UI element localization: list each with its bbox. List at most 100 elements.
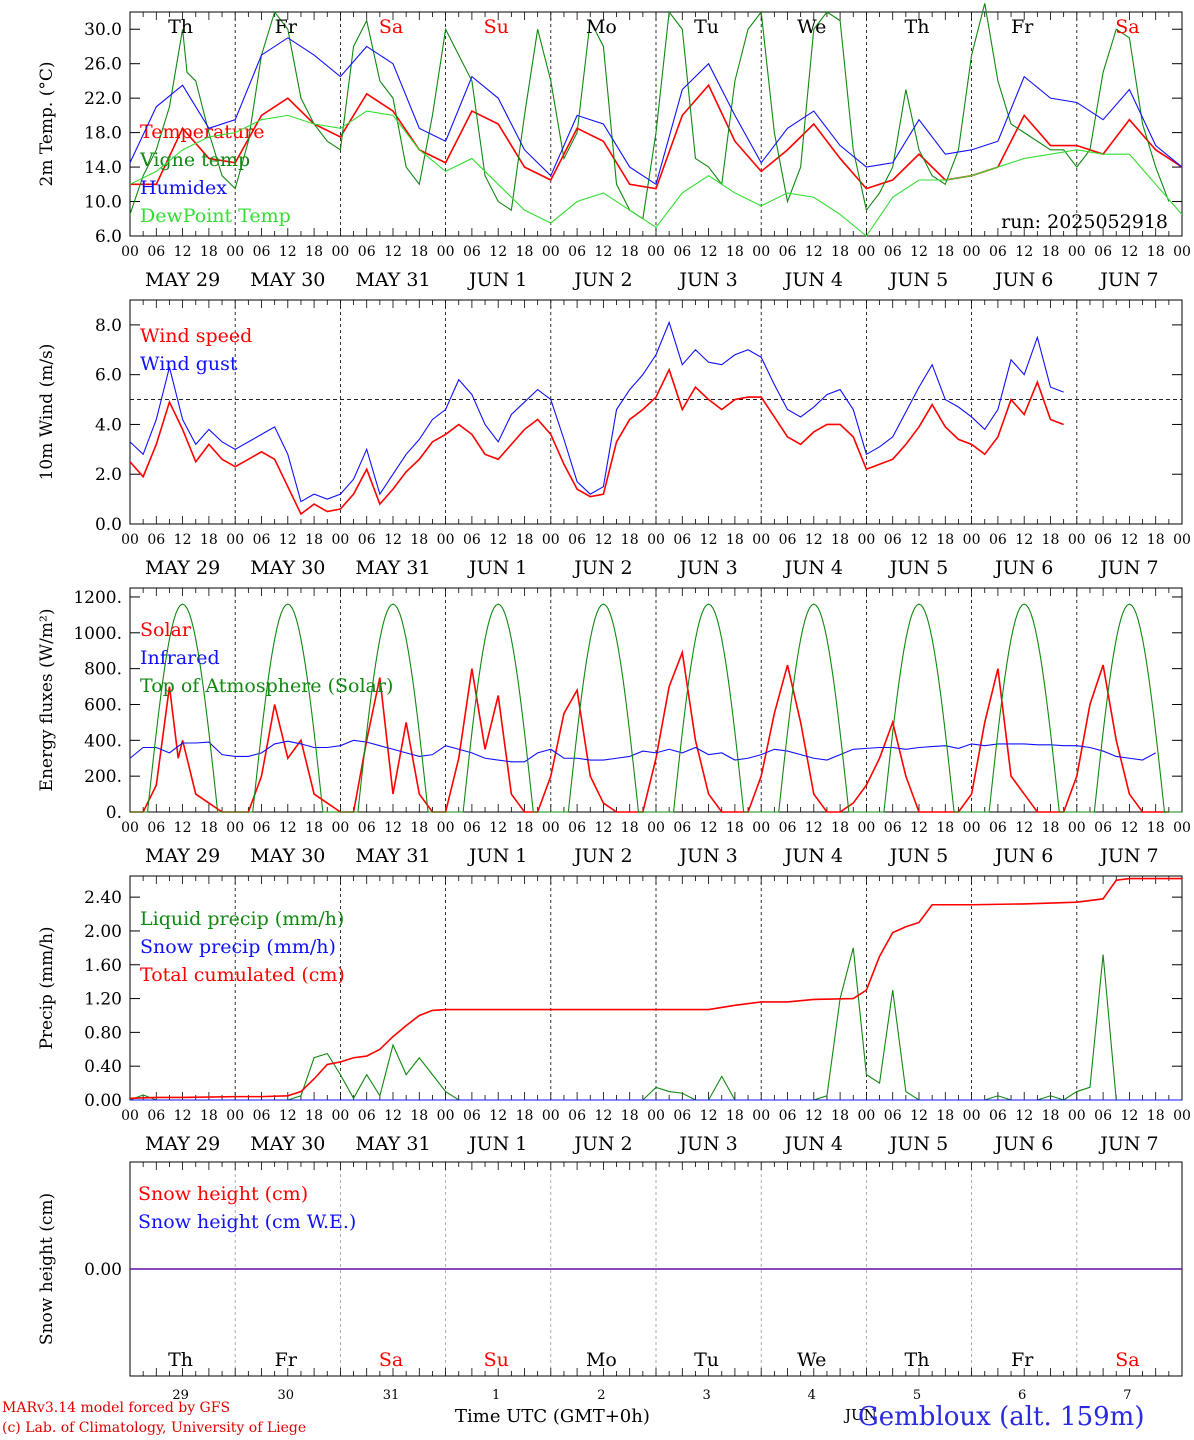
hour-tick-label: 06 [358, 244, 376, 260]
hour-tick-label: 06 [568, 1108, 586, 1124]
hour-tick-label: 12 [700, 532, 718, 548]
hour-tick-label: 00 [647, 244, 665, 260]
hour-tick-label: 00 [437, 244, 455, 260]
panel-frame [129, 299, 1183, 525]
y-tick-label: 0.40 [84, 1057, 122, 1077]
day-number: 3 [702, 1388, 710, 1403]
hour-tick-label: 00 [226, 1108, 244, 1124]
hour-tick-label: 00 [331, 820, 349, 836]
y-tick-label: 200. [84, 767, 122, 787]
hour-tick-label: 12 [910, 244, 928, 260]
hour-tick-label: 00 [226, 820, 244, 836]
series-line-wind-speed [129, 367, 1064, 516]
date-label: MAY 29 [145, 1133, 220, 1155]
hour-tick-label: 00 [121, 1108, 139, 1124]
y-tick-label: 2.0 [95, 465, 122, 485]
hour-tick-label: 18 [621, 532, 639, 548]
hour-tick-label: 06 [673, 532, 691, 548]
day-name-bottom: Sa [379, 1349, 403, 1371]
hour-tick-label: 18 [831, 820, 849, 836]
day-number: 6 [1018, 1388, 1026, 1403]
day-name-top: Su [484, 16, 509, 38]
day-number: 29 [172, 1388, 189, 1403]
date-label: MAY 30 [250, 557, 325, 579]
legend-entry: Liquid precip (mm/h) [140, 908, 344, 930]
y-axis-label: 2m Temp. (°C) [37, 61, 57, 186]
hour-tick-label: 00 [542, 244, 560, 260]
hour-tick-label: 00 [752, 1108, 770, 1124]
y-tick-label: 2.40 [84, 888, 122, 908]
hour-tick-label: 00 [542, 532, 560, 548]
y-tick-label: 6.0 [95, 227, 122, 247]
hour-tick-label: 00 [121, 532, 139, 548]
date-label: JUN 2 [572, 269, 632, 291]
date-label: JUN 3 [677, 557, 737, 579]
day-name-bottom: Fr [1011, 1349, 1034, 1371]
station-title: Gembloux (alt. 159m) [858, 1402, 1145, 1432]
hour-tick-label: 18 [831, 244, 849, 260]
date-label: MAY 30 [250, 1133, 325, 1155]
date-label: MAY 29 [145, 557, 220, 579]
hour-tick-label: 18 [516, 1108, 534, 1124]
day-number: 4 [808, 1388, 816, 1403]
date-label: JUN 6 [993, 845, 1053, 867]
day-name-top: Mo [586, 16, 617, 38]
hour-tick-label: 12 [174, 820, 192, 836]
date-label: MAY 31 [355, 1133, 430, 1155]
date-label: JUN 3 [677, 1133, 737, 1155]
hour-tick-label: 18 [305, 820, 323, 836]
hour-tick-label: 12 [384, 1108, 402, 1124]
hour-tick-label: 18 [305, 532, 323, 548]
hour-tick-label: 18 [936, 532, 954, 548]
date-label: MAY 29 [145, 269, 220, 291]
hour-tick-label: 06 [463, 244, 481, 260]
hour-tick-label: 18 [1147, 532, 1165, 548]
hour-tick-label: 00 [647, 1108, 665, 1124]
hour-tick-label: 12 [594, 820, 612, 836]
hour-tick-label: 06 [147, 1108, 165, 1124]
hour-tick-label: 12 [700, 1108, 718, 1124]
series-line-temperature [130, 83, 1183, 190]
day-name-bottom: Th [168, 1349, 193, 1371]
y-tick-label: 0.0 [95, 515, 122, 535]
hour-tick-label: 12 [805, 532, 823, 548]
hour-tick-label: 18 [726, 244, 744, 260]
hour-tick-label: 06 [253, 820, 271, 836]
date-label: JUN 2 [572, 557, 632, 579]
hour-tick-label: 18 [621, 244, 639, 260]
y-tick-label: 0.00 [84, 1260, 122, 1280]
y-axis-label: Precip (mm/h) [37, 926, 57, 1049]
hour-tick-label: 00 [331, 1108, 349, 1124]
legend-entry: Top of Atmosphere (Solar) [140, 675, 393, 697]
hour-tick-label: 12 [1120, 1108, 1138, 1124]
hour-tick-label: 12 [489, 820, 507, 836]
hour-tick-label: 06 [779, 532, 797, 548]
y-tick-label: 0. [106, 803, 122, 823]
hour-tick-label: 06 [989, 1108, 1007, 1124]
x-axis-title: Time UTC (GMT+0h) [455, 1406, 650, 1427]
y-tick-label: 2.00 [84, 922, 122, 942]
hour-tick-label: 00 [437, 532, 455, 548]
hour-tick-label: 06 [884, 1108, 902, 1124]
hour-tick-label: 00 [857, 820, 875, 836]
day-name-bottom: Sa [1115, 1349, 1139, 1371]
hour-tick-label: 18 [410, 1108, 428, 1124]
hour-tick-label: 12 [910, 1108, 928, 1124]
day-name-bottom: Su [484, 1349, 509, 1371]
hour-tick-label: 18 [516, 532, 534, 548]
hour-tick-label: 18 [516, 244, 534, 260]
hour-tick-label: 06 [1094, 244, 1112, 260]
date-label: MAY 30 [250, 269, 325, 291]
hour-tick-label: 18 [831, 532, 849, 548]
date-label: JUN 5 [888, 269, 948, 291]
hour-tick-label: 00 [542, 1108, 560, 1124]
hour-tick-label: 12 [489, 532, 507, 548]
legend-entry: Snow height (cm) [138, 1183, 308, 1205]
hour-tick-label: 00 [121, 820, 139, 836]
y-axis-label: 10m Wind (m/s) [37, 344, 57, 481]
hour-tick-label: 12 [1015, 244, 1033, 260]
hour-tick-label: 12 [1120, 820, 1138, 836]
hour-tick-label: 06 [463, 820, 481, 836]
hour-tick-label: 00 [331, 532, 349, 548]
hour-tick-label: 00 [752, 532, 770, 548]
